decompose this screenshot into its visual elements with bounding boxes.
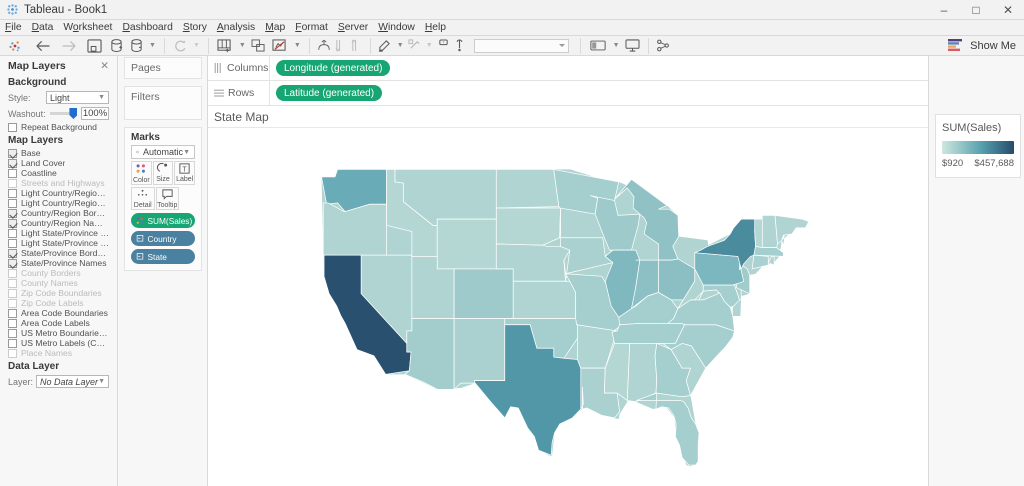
svg-text:T: T [443,41,445,45]
svg-text:T: T [183,167,188,174]
